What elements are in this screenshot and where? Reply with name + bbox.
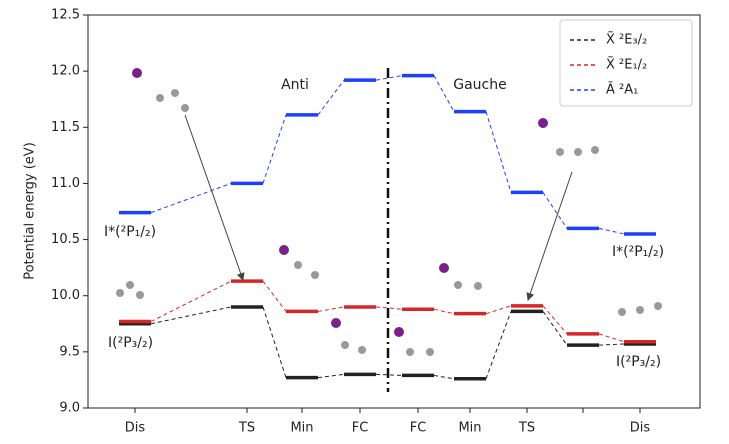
- annotation: I*(²P₁/₂): [612, 244, 664, 260]
- x-tick-label: FC: [410, 421, 427, 436]
- y-tick-label: 9.0: [59, 401, 80, 416]
- y-axis-label: Potential energy (eV): [23, 142, 38, 280]
- annotation: I(²P₃/₂): [108, 335, 153, 351]
- annotation: Gauche: [453, 77, 506, 93]
- legend-label: X̃ ²E₁/₂: [606, 57, 647, 72]
- arrow: [184, 114, 245, 281]
- y-tick-label: 9.5: [59, 344, 80, 359]
- annotation: Anti: [281, 77, 309, 93]
- x-tick-label: Dis: [125, 421, 146, 436]
- x-tick-label: TS: [518, 421, 535, 436]
- molecules: [116, 68, 662, 356]
- x-tick-label: TS: [238, 421, 255, 436]
- annotation: I(²P₃/₂): [616, 354, 661, 370]
- legend-label: X̃ ²E₃/₂: [606, 32, 647, 47]
- x-tick-label: Min: [290, 421, 313, 436]
- arrow: [526, 171, 573, 301]
- y-tick-label: 12.0: [51, 64, 80, 79]
- y-tick-label: 10.0: [51, 288, 80, 303]
- y-tick-label: 12.5: [51, 8, 80, 23]
- y-tick-label: 10.5: [51, 232, 80, 247]
- annotation: I*(²P₁/₂): [104, 224, 156, 240]
- x-tick-label: Min: [458, 421, 481, 436]
- plot-frame: [87, 14, 701, 409]
- legend-label: Ã ²A₁: [606, 82, 638, 98]
- x-tick-label: Dis: [630, 421, 651, 436]
- legend-box: [559, 19, 693, 107]
- connector: [150, 306, 625, 380]
- x-tick-label: FC: [352, 421, 369, 436]
- connector: [150, 75, 625, 235]
- connector: [150, 280, 625, 343]
- y-tick-label: 11.0: [51, 176, 80, 191]
- y-tick-label: 11.5: [51, 120, 80, 135]
